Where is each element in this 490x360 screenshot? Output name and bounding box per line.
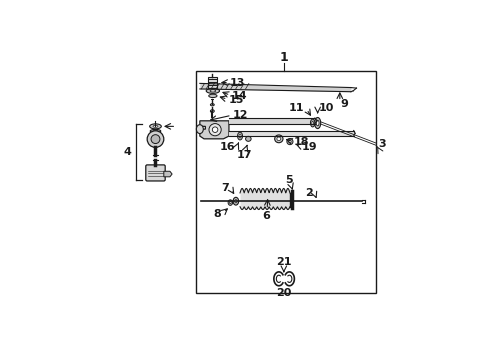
Text: 19: 19 xyxy=(302,143,318,152)
Text: 2: 2 xyxy=(305,188,313,198)
Circle shape xyxy=(212,127,218,132)
Text: 8: 8 xyxy=(214,209,221,219)
Ellipse shape xyxy=(235,199,237,203)
Text: 13: 13 xyxy=(230,77,245,87)
Text: 6: 6 xyxy=(262,211,270,221)
Text: 18: 18 xyxy=(294,137,309,147)
Ellipse shape xyxy=(233,197,239,205)
Ellipse shape xyxy=(153,130,158,132)
Text: 10: 10 xyxy=(319,103,334,113)
Ellipse shape xyxy=(150,129,161,133)
Text: 4: 4 xyxy=(124,147,132,157)
Ellipse shape xyxy=(210,90,216,92)
Ellipse shape xyxy=(315,117,320,129)
Ellipse shape xyxy=(289,140,291,143)
Ellipse shape xyxy=(206,89,220,93)
Ellipse shape xyxy=(209,94,217,98)
Ellipse shape xyxy=(275,135,283,143)
Ellipse shape xyxy=(228,200,233,205)
Ellipse shape xyxy=(311,119,315,127)
Text: 15: 15 xyxy=(229,95,244,105)
Ellipse shape xyxy=(229,202,231,204)
Ellipse shape xyxy=(239,134,241,138)
FancyBboxPatch shape xyxy=(146,165,165,181)
Text: 20: 20 xyxy=(276,288,292,298)
Ellipse shape xyxy=(287,139,293,145)
Ellipse shape xyxy=(277,137,281,141)
Text: 5: 5 xyxy=(285,175,293,185)
Ellipse shape xyxy=(245,136,251,141)
Text: 12: 12 xyxy=(233,110,248,120)
Ellipse shape xyxy=(238,132,243,140)
Circle shape xyxy=(151,135,160,144)
Circle shape xyxy=(147,131,164,148)
Polygon shape xyxy=(164,171,172,177)
Ellipse shape xyxy=(210,110,214,112)
Ellipse shape xyxy=(312,121,314,125)
Text: 9: 9 xyxy=(341,99,348,109)
Ellipse shape xyxy=(316,120,319,126)
Ellipse shape xyxy=(196,125,203,134)
Ellipse shape xyxy=(153,125,158,127)
Text: 17: 17 xyxy=(237,150,252,160)
Ellipse shape xyxy=(210,104,214,106)
Text: 14: 14 xyxy=(231,91,247,102)
Text: 16: 16 xyxy=(220,142,235,152)
Text: 1: 1 xyxy=(280,50,289,64)
Bar xyxy=(196,71,376,293)
Text: 7: 7 xyxy=(221,184,229,193)
Text: 11: 11 xyxy=(289,103,304,113)
Text: 21: 21 xyxy=(276,257,292,267)
Ellipse shape xyxy=(149,124,161,129)
Polygon shape xyxy=(200,121,229,139)
Circle shape xyxy=(209,123,221,136)
Polygon shape xyxy=(208,77,217,87)
Text: 3: 3 xyxy=(378,139,386,149)
